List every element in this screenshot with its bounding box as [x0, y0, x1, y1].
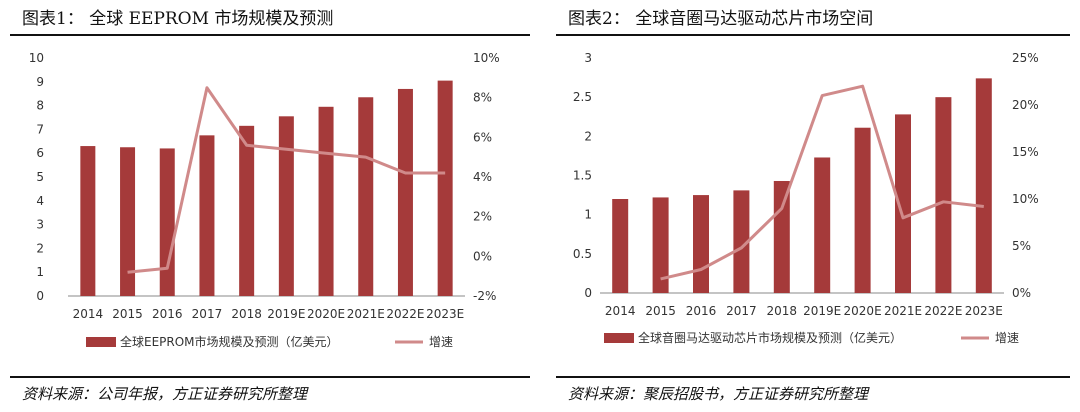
- y-right-tick-label: 0%: [473, 249, 492, 263]
- y-left-tick-label: 7: [36, 122, 44, 136]
- bar: [814, 157, 831, 293]
- legend-bar-swatch: [604, 333, 634, 343]
- eeprom-market-chart: 0 1 2 3 4 5 6 7 8 9 10 -2% 0% 2% 4% 6% 8% 10% 2014 2015 2016…: [29, 51, 500, 349]
- x-tick-label: 2015: [645, 304, 676, 318]
- source-note: 资料来源：聚辰招股书，方正证券研究所整理: [568, 385, 869, 403]
- growth-line: [127, 86, 446, 274]
- legend-line-label: 增速: [995, 331, 1019, 345]
- bar: [895, 114, 911, 294]
- x-tick-label: 2017: [726, 304, 757, 318]
- chart-panel-eeprom: 图表1： 全球 EEPROM 市场规模及预测 0 1 2 3 4 5 6 7 8 9 10 -2% 0%…: [10, 0, 538, 412]
- bar: [278, 116, 294, 296]
- x-tick-label: 2023E: [965, 304, 1003, 318]
- bar: [733, 190, 750, 293]
- bar: [358, 97, 374, 296]
- y-left-tick-label: 10: [29, 51, 44, 65]
- x-tick-label: 2019E: [267, 307, 305, 321]
- bar: [437, 80, 453, 296]
- bar: [854, 127, 871, 293]
- vcm-driver-market-chart: 0 0.5 1 1.5 2 2.5 3 0% 5% 10% 15% 20% 25% 2014 2015 201…: [573, 51, 1039, 345]
- y-left-tick-label: 4: [36, 194, 44, 208]
- y-left-tick-label: 9: [36, 75, 44, 89]
- y-right-tick-label: 0%: [1012, 286, 1031, 300]
- y-right-tick-label: 25%: [1012, 51, 1039, 65]
- x-tick-label: 2019E: [803, 304, 841, 318]
- title-rule: [10, 34, 530, 36]
- x-tick-label: 2021E: [347, 307, 385, 321]
- bar: [120, 147, 136, 296]
- legend-bar-label: 全球EEPROM市场规模及预测（亿美元）: [120, 334, 339, 349]
- bar: [80, 146, 96, 296]
- y-right-tick-label: 6%: [473, 130, 492, 144]
- x-tick-label: 2021E: [884, 304, 922, 318]
- y-left-tick-label: 5: [36, 170, 44, 184]
- x-tick-label: 2014: [605, 304, 636, 318]
- y-left-tick-label: 1: [36, 265, 44, 279]
- y-right-tick-label: 10%: [473, 51, 500, 65]
- source-rule: [556, 376, 1070, 378]
- x-tick-label: 2015: [112, 307, 143, 321]
- legend-line-label: 增速: [429, 335, 453, 349]
- y-right-tick-label: 20%: [1012, 98, 1039, 112]
- source-note: 资料来源：公司年报，方正证券研究所整理: [22, 385, 308, 403]
- bar: [975, 78, 992, 293]
- x-tick-label: 2020E: [844, 304, 882, 318]
- x-tick-label: 2016: [686, 304, 717, 318]
- y-left-tick-label: 0: [36, 289, 44, 303]
- bar: [935, 97, 952, 293]
- y-left-tick-label: 0.5: [573, 247, 592, 261]
- x-tick-label: 2022E: [924, 304, 962, 318]
- y-right-tick-label: 2%: [473, 210, 492, 224]
- bar: [693, 195, 709, 293]
- y-left-tick-label: 8: [36, 99, 44, 113]
- bar: [239, 125, 255, 296]
- bar: [397, 88, 413, 296]
- x-tick-label: 2020E: [307, 307, 345, 321]
- x-tick-label: 2017: [192, 307, 223, 321]
- y-left-tick-label: 1: [584, 208, 592, 222]
- x-tick-label: 2014: [73, 307, 104, 321]
- title-rule: [556, 34, 1070, 36]
- figure-title: 图表1： 全球 EEPROM 市场规模及预测: [22, 9, 334, 29]
- y-right-tick-label: 15%: [1012, 145, 1039, 159]
- source-rule: [10, 376, 530, 378]
- bar: [612, 199, 629, 293]
- bar: [159, 148, 175, 296]
- y-right-tick-label: 8%: [473, 91, 492, 105]
- y-right-tick-label: 4%: [473, 170, 492, 184]
- y-left-tick-label: 0: [584, 286, 592, 300]
- y-left-tick-label: 3: [36, 218, 44, 232]
- bar: [199, 135, 215, 296]
- y-left-tick-label: 2: [36, 241, 44, 255]
- legend-bar-label: 全球音圈马达驱动芯片市场规模及预测（亿美元）: [638, 330, 902, 345]
- chart-panel-vcm-driver: 图表2： 全球音圈马达驱动芯片市场空间 0 0.5 1 1.5 2 2.5 3 0% 5% 10%…: [556, 0, 1080, 412]
- figure-title: 图表2： 全球音圈马达驱动芯片市场空间: [568, 9, 874, 29]
- bar: [773, 180, 790, 293]
- y-left-tick-label: 2: [584, 129, 592, 143]
- y-right-tick-label: 10%: [1012, 192, 1039, 206]
- bar: [652, 197, 669, 293]
- growth-line: [660, 84, 984, 281]
- x-tick-label: 2016: [152, 307, 183, 321]
- x-tick-label: 2018: [767, 304, 798, 318]
- y-left-tick-label: 6: [36, 146, 44, 160]
- y-left-tick-label: 2.5: [573, 90, 592, 104]
- y-left-tick-label: 3: [584, 51, 592, 65]
- y-right-tick-label: -2%: [473, 289, 496, 303]
- x-tick-label: 2018: [231, 307, 262, 321]
- x-tick-label: 2022E: [386, 307, 424, 321]
- legend-bar-swatch: [86, 337, 116, 347]
- x-tick-label: 2023E: [426, 307, 464, 321]
- y-left-tick-label: 1.5: [573, 169, 592, 183]
- bar: [318, 106, 334, 296]
- y-right-tick-label: 5%: [1012, 239, 1031, 253]
